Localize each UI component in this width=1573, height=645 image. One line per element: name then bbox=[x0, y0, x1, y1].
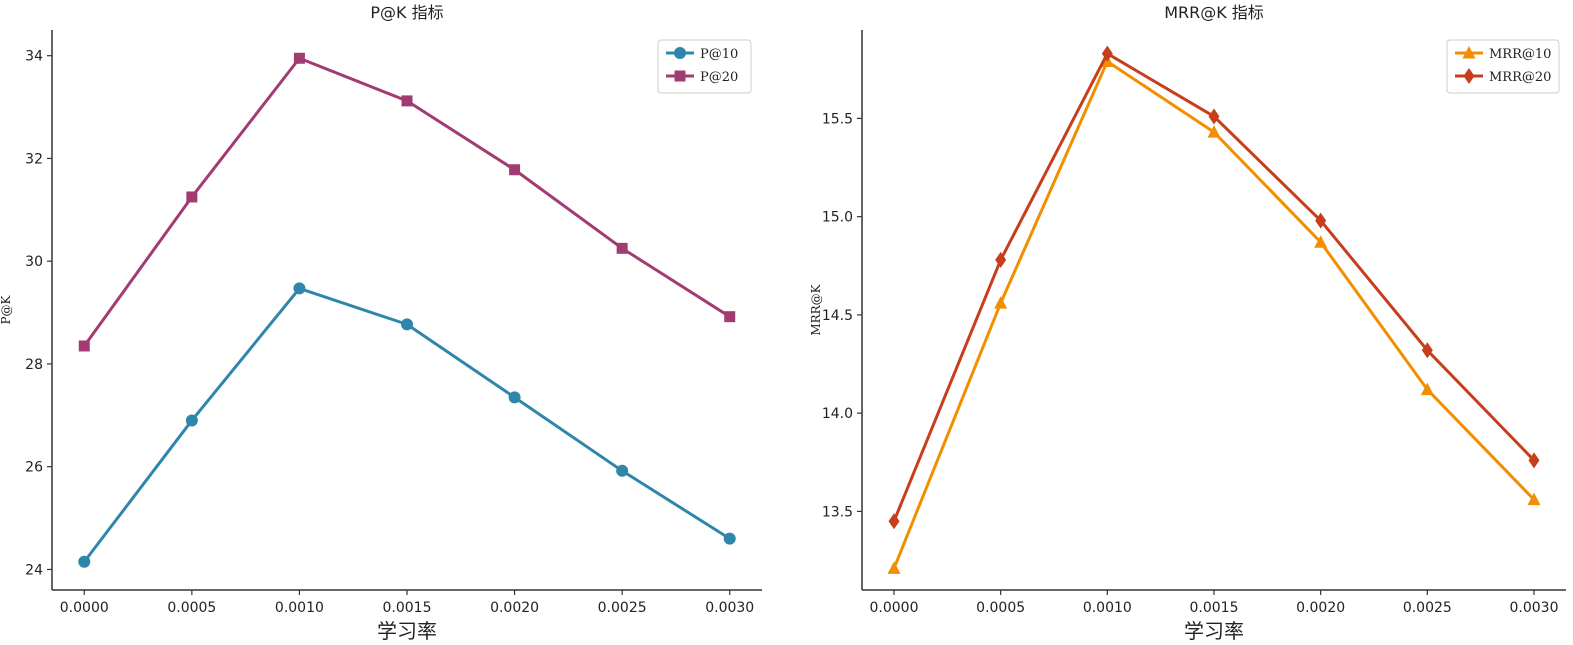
chart-1-y-tick-label: 15.5 bbox=[822, 111, 853, 127]
chart-0-series-1-point bbox=[78, 340, 90, 352]
chart-0-series-1-point bbox=[724, 311, 736, 323]
chart-0-series-0-point bbox=[723, 532, 736, 545]
chart-0-x-axis-label: 学习率 bbox=[377, 619, 437, 643]
chart-1-title: MRR@K 指标 bbox=[1164, 3, 1264, 22]
chart-1-series-1-point bbox=[1421, 342, 1433, 359]
chart-0-x-tick-label: 0.0005 bbox=[167, 600, 216, 616]
chart-1-y-tick-label: 13.5 bbox=[822, 504, 853, 520]
chart-0-series-0-point bbox=[616, 464, 629, 477]
chart-1-y-tick-label: 14.5 bbox=[822, 308, 853, 324]
chart-1-series-1-point bbox=[1528, 452, 1540, 469]
chart-1-series-0-point bbox=[887, 561, 901, 574]
chart-1-x-tick-label: 0.0030 bbox=[1510, 600, 1559, 616]
chart-1-x-tick-label: 0.0020 bbox=[1296, 600, 1345, 616]
chart-1-series-1-point bbox=[1101, 45, 1113, 62]
chart-0-legend-label-0: P@10 bbox=[700, 47, 738, 62]
chart-1-series-0-point bbox=[1314, 235, 1328, 248]
chart-1-x-tick-label: 0.0015 bbox=[1190, 600, 1239, 616]
chart-0-x-tick-label: 0.0015 bbox=[383, 600, 432, 616]
chart-0-series-0-point bbox=[185, 414, 198, 427]
chart-0-series-1-point bbox=[616, 242, 628, 254]
chart-0-x-tick-label: 0.0000 bbox=[60, 600, 109, 616]
chart-1-series-1-point bbox=[995, 251, 1007, 268]
chart-0-series-0-point bbox=[78, 555, 91, 568]
chart-1-y-axis-label: MRR@K bbox=[809, 283, 823, 335]
chart-0-y-axis-label: P@K bbox=[0, 294, 13, 324]
chart-0-y-tick-label: 24 bbox=[25, 562, 43, 578]
chart-0-legend-marker-1 bbox=[674, 70, 686, 82]
chart-0-y-tick-label: 30 bbox=[25, 254, 43, 270]
chart-0-y-tick-label: 32 bbox=[25, 151, 43, 167]
chart-1-series-0-point bbox=[1527, 492, 1541, 506]
chart-0-x-tick-label: 0.0010 bbox=[275, 600, 324, 616]
chart-1-series-0-point bbox=[1420, 382, 1434, 396]
chart-0-series-1-point bbox=[186, 191, 198, 203]
chart-0-y-tick-label: 28 bbox=[25, 357, 43, 373]
chart-0-y-tick-label: 26 bbox=[25, 460, 43, 476]
chart-1-x-tick-label: 0.0005 bbox=[976, 600, 1025, 616]
chart-0-title: P@K 指标 bbox=[370, 3, 443, 22]
chart-0-x-tick-label: 0.0025 bbox=[598, 600, 647, 616]
chart-0-series-0-point bbox=[293, 282, 306, 295]
chart-1-x-axis-label: 学习率 bbox=[1184, 619, 1244, 643]
chart-0-legend-marker-0 bbox=[674, 47, 686, 59]
chart-0-series-1-point bbox=[509, 164, 521, 176]
chart-1-series-0-point bbox=[994, 296, 1008, 309]
chart-0-series-0-point bbox=[508, 391, 521, 404]
chart-1-x-tick-label: 0.0010 bbox=[1083, 600, 1132, 616]
chart-0-series-1-point bbox=[401, 95, 413, 107]
chart-1-legend-label-0: MRR@10 bbox=[1489, 47, 1551, 62]
chart-0-x-tick-label: 0.0030 bbox=[705, 600, 754, 616]
chart-1-y-tick-label: 14.0 bbox=[822, 406, 853, 422]
chart-1-series-1-point bbox=[1208, 108, 1220, 125]
chart-1-x-tick-label: 0.0000 bbox=[870, 600, 919, 616]
chart-1-legend-marker-1 bbox=[1463, 68, 1475, 84]
chart-1-x-tick-label: 0.0025 bbox=[1403, 600, 1452, 616]
chart-1-series-1-point bbox=[888, 513, 900, 530]
chart-1-legend-label-1: MRR@20 bbox=[1489, 70, 1551, 85]
chart-0-legend-label-1: P@20 bbox=[700, 70, 738, 85]
chart-1-series-1-point bbox=[1315, 212, 1327, 229]
chart-0-series-0-point bbox=[401, 318, 413, 331]
chart-0-series-1-point bbox=[293, 52, 305, 64]
chart-0-y-tick-label: 34 bbox=[25, 49, 43, 65]
chart-1-y-tick-label: 15.0 bbox=[822, 210, 853, 226]
chart-0-x-tick-label: 0.0020 bbox=[490, 600, 539, 616]
chart-1-series-0-point bbox=[1207, 125, 1221, 138]
chart-1-legend-marker-0 bbox=[1462, 46, 1476, 59]
